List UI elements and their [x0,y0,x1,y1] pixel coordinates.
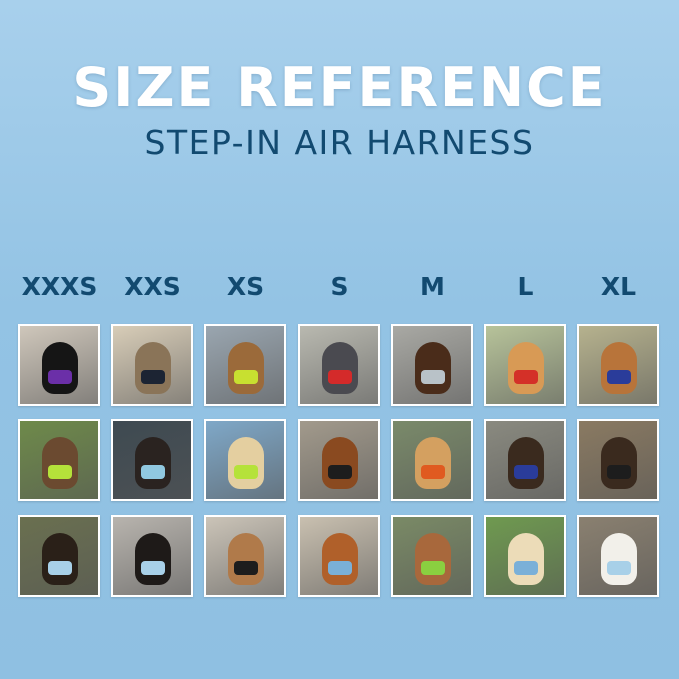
harness-swatch [421,370,445,384]
pet-photo-xxxs-1 [18,324,100,406]
pet-figure [228,437,264,489]
pet-photo-l-2 [484,419,566,501]
pet-photo-s-1 [298,324,380,406]
harness-swatch [421,561,445,575]
harness-swatch [514,561,538,575]
harness-swatch [234,370,258,384]
harness-swatch [421,465,445,479]
harness-swatch [607,561,631,575]
harness-swatch [607,465,631,479]
pet-figure [322,533,358,585]
pet-photo-xxxs-3 [18,515,100,597]
pet-figure [415,437,451,489]
harness-swatch [48,465,72,479]
pet-figure [228,342,264,394]
pet-photo-xs-3 [204,515,286,597]
pet-figure [508,533,544,585]
pet-figure [228,533,264,585]
harness-swatch [48,370,72,384]
pet-photo-xl-1 [577,324,659,406]
size-label-xl: XL [600,272,637,301]
pet-figure [508,437,544,489]
pet-figure [135,342,171,394]
size-label-xxs: XXS [124,272,181,301]
harness-swatch [328,370,352,384]
harness-swatch [48,561,72,575]
harness-swatch [141,561,165,575]
pet-figure [601,437,637,489]
pet-photo-xs-1 [204,324,286,406]
pet-photo-xl-2 [577,419,659,501]
pet-figure [601,342,637,394]
pet-photo-s-3 [298,515,380,597]
size-label-xs: XS [226,272,265,301]
pet-figure [415,533,451,585]
pet-photo-xxs-1 [111,324,193,406]
harness-swatch [607,370,631,384]
pet-figure [135,533,171,585]
size-label-xxxs: XXXS [21,272,98,301]
pet-figure [322,437,358,489]
pet-figure [601,533,637,585]
pet-figure [42,533,78,585]
pet-figure [135,437,171,489]
pet-photo-l-1 [484,324,566,406]
pet-photo-xl-3 [577,515,659,597]
pet-photo-m-1 [391,324,473,406]
harness-swatch [328,465,352,479]
pet-photo-s-2 [298,419,380,501]
harness-swatch [514,370,538,384]
pet-photo-m-2 [391,419,473,501]
pet-photo-xxs-3 [111,515,193,597]
pet-photo-xxxs-2 [18,419,100,501]
pet-figure [508,342,544,394]
pet-figure [322,342,358,394]
pet-photo-m-3 [391,515,473,597]
harness-swatch [514,465,538,479]
harness-swatch [328,561,352,575]
pet-figure [42,342,78,394]
harness-swatch [141,370,165,384]
harness-swatch [141,465,165,479]
harness-swatch [234,465,258,479]
size-label-l: L [517,272,534,301]
pet-figure [42,437,78,489]
size-label-s: S [330,272,349,301]
pet-photo-xxs-2 [111,419,193,501]
page-title: SIZE REFERENCE [72,56,607,119]
pet-photo-l-3 [484,515,566,597]
pet-photo-xs-2 [204,419,286,501]
harness-swatch [234,561,258,575]
size-label-m: M [420,272,445,301]
pet-figure [415,342,451,394]
page-subtitle: STEP-IN AIR HARNESS [144,123,535,162]
